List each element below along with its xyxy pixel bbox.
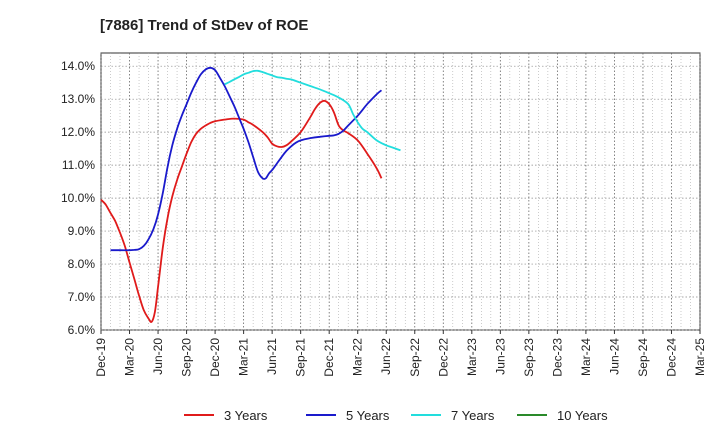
x-tick-label: Sep-20 (180, 338, 194, 377)
y-tick-label: 12.0% (61, 125, 95, 139)
x-gridlines (100, 53, 701, 334)
x-tick-label: Sep-24 (636, 338, 650, 377)
plot-area (100, 52, 701, 331)
legend-label-3-years: 3 Years (224, 408, 268, 423)
y-tick-label: 13.0% (61, 92, 95, 106)
series-line-3-years (100, 99, 383, 323)
y-tick-label: 8.0% (68, 257, 96, 271)
x-tick-label: Dec-21 (322, 338, 336, 377)
legend: 3 Years 5 Years 7 Years 10 Years (184, 408, 608, 423)
y-tick-label: 9.0% (68, 224, 96, 238)
y-tick-label: 14.0% (61, 59, 95, 73)
x-tick-label: Mar-25 (693, 338, 707, 376)
x-tick-label: Sep-21 (294, 338, 308, 377)
x-tick-label: Mar-23 (465, 338, 479, 376)
x-tick-label: Mar-22 (351, 338, 365, 376)
series-line-5-years (110, 66, 383, 252)
x-tick-label: Sep-23 (522, 338, 536, 377)
x-tick-label: Jun-22 (379, 338, 393, 375)
x-tick-label: Mar-24 (579, 338, 593, 376)
y-tick-labels: 6.0% 7.0% 8.0% 9.0% 10.0% 11.0% 12.0% 13.0% 14.0… (61, 59, 95, 337)
y-tick-label: 10.0% (61, 191, 95, 205)
x-tick-label: Mar-20 (123, 338, 137, 376)
legend-label-5-years: 5 Years (346, 408, 390, 423)
x-tick-label: Dec-23 (550, 338, 564, 377)
x-tick-labels: Dec-19 Mar-20 Jun-20 Sep-20 Dec-20 Mar-21 Jun-… (94, 338, 707, 377)
y-tick-label: 6.0% (68, 323, 96, 337)
x-tick-label: Jun-21 (265, 338, 279, 375)
x-tick-label: Dec-19 (94, 338, 108, 377)
legend-label-10-years: 10 Years (557, 408, 608, 423)
y-tick-label: 7.0% (68, 290, 96, 304)
x-tick-label: Dec-20 (208, 338, 222, 377)
x-tick-label: Jun-23 (493, 338, 507, 375)
x-tick-label: Dec-22 (436, 338, 450, 377)
x-tick-label: Dec-24 (664, 338, 678, 377)
series-lines (100, 66, 401, 323)
x-tick-label: Sep-22 (408, 338, 422, 377)
series-line-7-years (224, 69, 401, 152)
x-tick-label: Mar-21 (237, 338, 251, 376)
y-tick-label: 11.0% (62, 158, 95, 172)
chart-title: [7886] Trend of StDev of ROE (100, 17, 308, 34)
x-tick-label: Jun-24 (607, 338, 621, 375)
plot-frame (100, 52, 701, 331)
x-tick-label: Jun-20 (151, 338, 165, 375)
legend-label-7-years: 7 Years (451, 408, 495, 423)
